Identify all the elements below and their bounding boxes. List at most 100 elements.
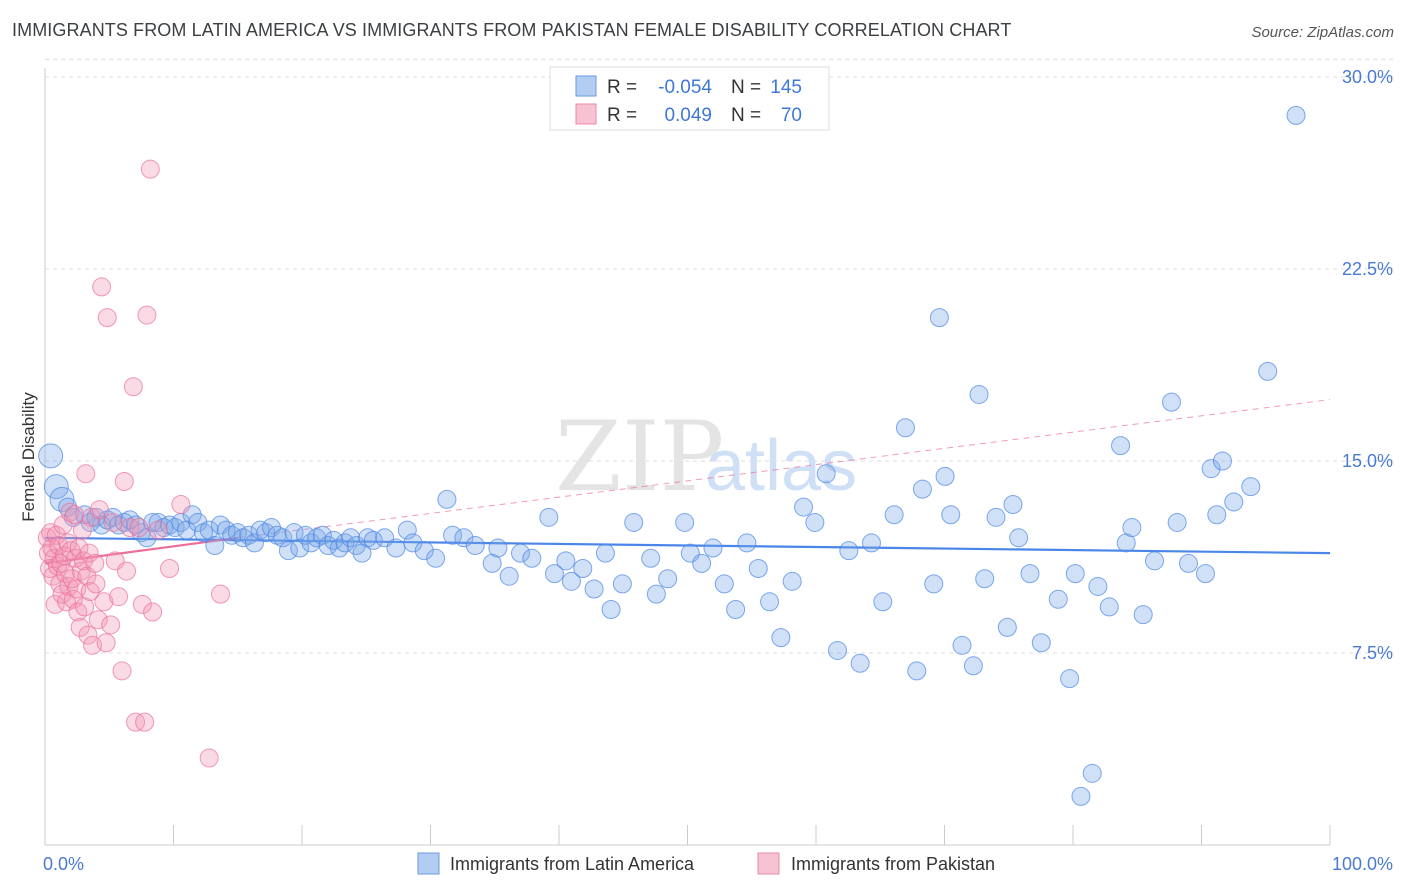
data-point: [907, 661, 927, 681]
data-point: [363, 530, 383, 550]
data-point: [1201, 459, 1221, 479]
data-point: [64, 505, 84, 525]
data-point: [1207, 505, 1227, 525]
x-tick-label-1: 100.0%: [1332, 854, 1393, 874]
data-point: [624, 512, 644, 532]
data-point: [92, 515, 112, 535]
data-point: [1031, 633, 1051, 653]
data-point: [55, 564, 75, 584]
data-point: [79, 543, 99, 563]
data-point: [1145, 551, 1165, 571]
data-point: [89, 500, 109, 520]
data-point: [454, 528, 474, 548]
data-point: [782, 571, 802, 591]
legend-swatch-pink: [575, 103, 597, 125]
data-point: [101, 615, 121, 635]
y-axis-label: Female Disability: [19, 392, 38, 522]
legend-r-value-1: -0.054: [658, 77, 712, 98]
data-point: [1286, 105, 1306, 125]
data-point: [839, 541, 859, 561]
watermark-zip: ZIP: [555, 401, 724, 513]
data-point: [850, 653, 870, 673]
data-point: [443, 525, 463, 545]
series-legend-swatch-pakistan: [757, 852, 780, 875]
data-point: [199, 748, 219, 768]
series-legend: Immigrants from Latin America Immigrants…: [417, 852, 995, 875]
data-point: [301, 533, 321, 553]
data-point: [884, 505, 904, 525]
data-point: [341, 528, 361, 548]
data-point: [539, 507, 559, 527]
series-latin-america-points: [38, 105, 1306, 806]
data-point: [465, 535, 485, 555]
data-point: [78, 625, 98, 645]
data-point: [58, 497, 78, 517]
data-point: [68, 602, 88, 622]
x-tick-labels: 0.0% 100.0%: [43, 854, 1393, 874]
data-point: [81, 507, 101, 527]
data-point: [123, 377, 143, 397]
data-point: [714, 574, 734, 594]
y-tick-label-2: 22.5%: [1342, 259, 1393, 279]
data-point: [794, 497, 814, 517]
data-point: [160, 559, 180, 579]
data-point: [805, 512, 825, 532]
data-points: [37, 105, 1306, 806]
data-point: [737, 533, 757, 553]
data-point: [132, 594, 152, 614]
source-label: Source: ZipAtlas.com: [1251, 24, 1394, 41]
data-point: [38, 443, 64, 469]
data-point: [112, 661, 132, 681]
y-tick-labels: 7.5% 15.0% 22.5% 30.0%: [1342, 67, 1393, 663]
data-point: [488, 538, 508, 558]
data-point: [499, 566, 519, 586]
data-point: [760, 592, 780, 612]
data-point: [58, 533, 78, 553]
data-point: [273, 528, 293, 548]
data-point: [1099, 597, 1119, 617]
data-point: [1167, 512, 1187, 532]
data-point: [771, 628, 791, 648]
data-point: [1161, 392, 1181, 412]
data-point: [952, 635, 972, 655]
data-point: [1122, 518, 1142, 538]
data-point: [1178, 553, 1198, 573]
data-point: [895, 418, 915, 438]
data-point: [941, 505, 961, 525]
data-point: [69, 538, 89, 558]
data-point: [312, 525, 332, 545]
data-point: [114, 471, 134, 491]
data-point: [94, 592, 114, 612]
data-point: [929, 308, 949, 328]
data-point: [137, 305, 157, 325]
data-point: [335, 533, 355, 553]
data-point: [641, 548, 661, 568]
data-point: [1071, 786, 1091, 806]
data-point: [1088, 576, 1108, 596]
series-legend-swatch-latin-america: [417, 852, 440, 875]
data-point: [1009, 528, 1029, 548]
data-point: [239, 525, 259, 545]
data-point: [703, 538, 723, 558]
data-point: [117, 561, 137, 581]
data-point: [1133, 605, 1153, 625]
data-point: [1048, 589, 1068, 609]
series-pakistan-points: [37, 159, 230, 768]
data-point: [43, 474, 69, 500]
data-point: [397, 520, 417, 540]
data-point: [1003, 495, 1023, 515]
data-point: [612, 574, 632, 594]
data-point: [544, 564, 564, 584]
data-point: [924, 574, 944, 594]
x-tick-label-0: 0.0%: [43, 854, 84, 874]
legend-r-label-1: R =: [607, 77, 637, 98]
data-point: [295, 525, 315, 545]
data-point: [97, 308, 117, 328]
data-point: [573, 559, 593, 579]
data-point: [561, 571, 581, 591]
data-point: [171, 495, 191, 515]
data-point: [1065, 564, 1085, 584]
axes: [44, 68, 1331, 846]
legend-r-label-2: R =: [607, 105, 637, 126]
data-point: [414, 541, 434, 561]
